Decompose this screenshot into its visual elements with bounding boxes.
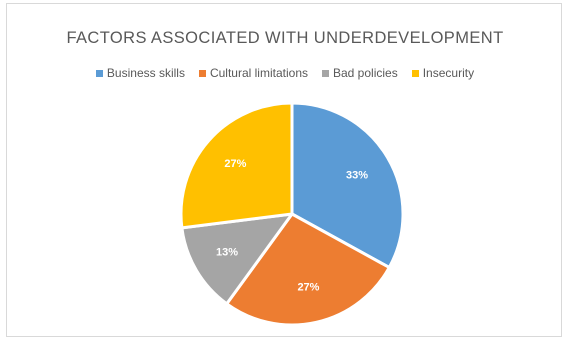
data-label-business-skills: 33% [346, 169, 368, 181]
legend-item-insecurity: Insecurity [411, 66, 475, 80]
legend-label-business-skills: Business skills [106, 66, 185, 80]
pie-slice-insecurity [179, 101, 294, 230]
chart-title: FACTORS ASSOCIATED WITH UNDERDEVELOPMENT [66, 29, 504, 47]
pie-chart: 33% 27% 13% 27% [179, 101, 405, 327]
pie-slice-cultural-limitations [225, 212, 391, 327]
legend-swatch-business-skills [95, 69, 103, 77]
data-label-bad-policies: 13% [216, 246, 238, 258]
legend-label-insecurity: Insecurity [422, 66, 475, 80]
legend-item-bad-policies: Bad policies [322, 66, 398, 80]
pie-slice-business-skills [290, 101, 405, 269]
legend-swatch-cultural-limitations [198, 69, 206, 77]
legend-swatch-insecurity [411, 69, 419, 77]
data-label-insecurity: 27% [224, 158, 246, 170]
legend-label-cultural-limitations: Cultural limitations [209, 66, 308, 80]
legend-swatch-bad-policies [322, 69, 329, 77]
chart-area: FACTORS ASSOCIATED WITH UNDERDEVELOPMENT… [6, 3, 562, 337]
legend-item-business-skills: Business skills [95, 66, 185, 80]
legend-label-bad-policies: Bad policies [333, 66, 398, 80]
pie-slice-bad-policies [180, 212, 294, 306]
data-label-cultural-limitations: 27% [297, 282, 319, 294]
chart-legend: Business skills Cultural limitations Bad… [7, 66, 563, 80]
legend-item-cultural-limitations: Cultural limitations [198, 66, 308, 80]
